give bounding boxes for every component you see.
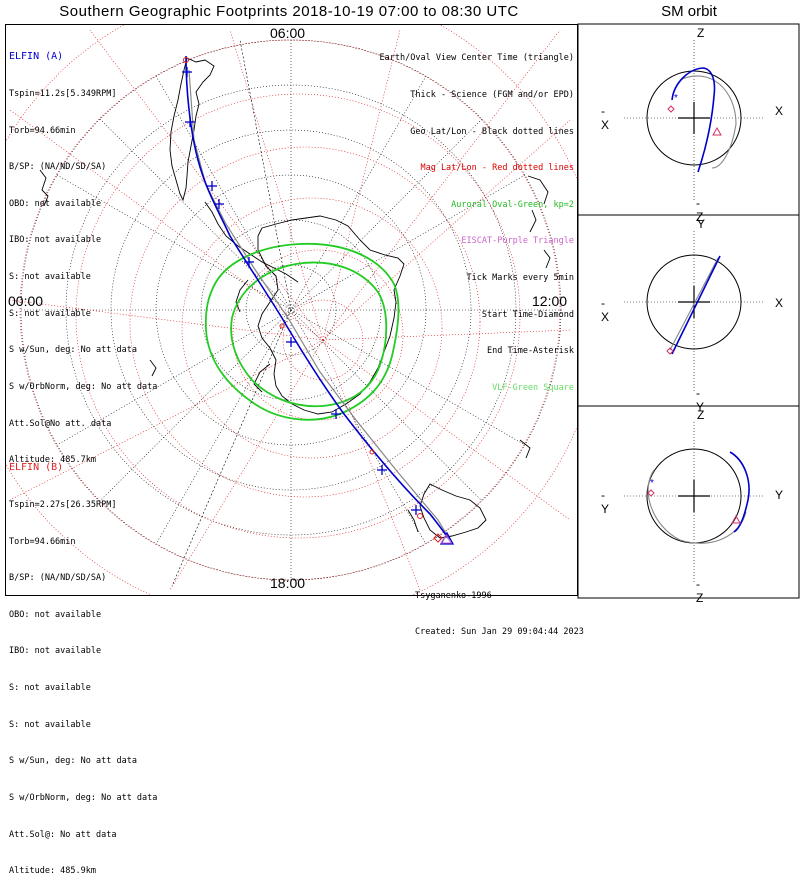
elfin-b-info: ELFIN (B) Tspin=2.27s[26.35RPM] Torb=94.… xyxy=(9,438,157,890)
legend-item: Earth/Oval View Center Time (triangle) xyxy=(379,53,574,64)
elfin-b-line: Tspin=2.27s[26.35RPM] xyxy=(9,500,117,511)
sm-panels xyxy=(577,23,800,599)
legend-item: Tick Marks every 5min xyxy=(466,273,574,284)
elfin-a-line: IBO: not available xyxy=(9,235,102,246)
legend: Earth/Oval View Center Time (triangle) T… xyxy=(380,28,574,406)
elfin-a-line: B/SP: (NA/ND/SD/SA) xyxy=(9,162,107,173)
elfin-b-line: S: not available xyxy=(9,683,91,694)
sm3-bottom-label: -Z xyxy=(696,577,704,605)
polar-map: * * xyxy=(6,23,800,599)
svg-text:*: * xyxy=(674,93,678,104)
legend-item: EISCAT-Purple Triangle xyxy=(461,236,574,247)
elfin-b-line: OBO: not available xyxy=(9,609,102,620)
sm2-bottom-label: -Y xyxy=(696,386,705,414)
elfin-b-line: Torb=94.66min xyxy=(9,536,76,547)
elfin-a-line: Altitude: 485.7km xyxy=(9,455,96,466)
elfin-a-line: S: not available xyxy=(9,308,91,319)
elfin-a-line: Att.Sol@No att. data xyxy=(9,418,112,429)
sm1-right-label: X xyxy=(775,104,784,118)
elfin-a-line: OBO: not available xyxy=(9,198,102,209)
legend-item: Thick - Science (FGM and/or EPD) xyxy=(410,90,574,101)
elfin-a-info: ELFIN (A) Tspin=11.2s[5.349RPM] Torb=94.… xyxy=(9,27,157,479)
sm-panel-yz: * xyxy=(624,422,764,582)
elfin-a-line: Tspin=11.2s[5.349RPM] xyxy=(9,89,117,100)
sm2-top-label: Y xyxy=(697,217,706,231)
sm2-right-label: X xyxy=(775,296,784,310)
elfin-b-line: S: not available xyxy=(9,719,91,730)
credit-model: Tsyganenko-1996 xyxy=(415,591,492,601)
sm3-left-label: -Y xyxy=(601,488,610,516)
elfin-b-line: S w/Sun, deg: No att data xyxy=(9,756,137,767)
coastlines xyxy=(39,57,551,539)
legend-item: Mag Lat/Lon - Red dotted lines xyxy=(420,163,574,174)
sm1-top-label: Z xyxy=(697,26,705,40)
time-label-top: 06:00 xyxy=(270,25,306,41)
elfin-a-line: S w/OrbNorm, deg: No att data xyxy=(9,381,158,392)
mag-grid xyxy=(6,25,577,595)
elfin-b-line: Altitude: 485.9km xyxy=(9,866,96,877)
sm1-left-label: -X xyxy=(601,104,610,132)
eiscat-triangle xyxy=(440,534,452,544)
elfin-a-line: S: not available xyxy=(9,272,91,283)
legend-item: Start Time-Diamond xyxy=(481,309,574,320)
sm3-right-label: Y xyxy=(775,488,784,502)
sm2-left-label: -X xyxy=(601,296,610,324)
auroral-oval xyxy=(204,242,400,421)
elfin-a-line: Torb=94.66min xyxy=(9,125,76,136)
elfin-b-orbit xyxy=(188,69,451,541)
legend-item: Geo Lat/Lon - Black dotted lines xyxy=(410,126,574,137)
elfin-b-line: B/SP: (NA/ND/SD/SA) xyxy=(9,573,107,584)
sm-panel-xz: * xyxy=(624,40,764,200)
elfin-b-name: ELFIN (B) xyxy=(9,462,64,474)
sm-orbit-title: SM orbit xyxy=(661,3,717,20)
elfin-b-markers xyxy=(183,57,423,519)
sm-panel-xy xyxy=(624,231,764,391)
elfin-b-line: IBO: not available xyxy=(9,646,102,657)
credit-created: Created: Sun Jan 29 09:04:44 2023 xyxy=(415,627,584,637)
meridian-lines xyxy=(171,39,292,587)
elfin-a-line: S w/Sun, deg: No att data xyxy=(9,345,137,356)
elfin-b-line: S w/OrbNorm, deg: No att data xyxy=(9,792,158,803)
elfin-a-name: ELFIN (A) xyxy=(9,51,64,63)
credit: Tsyganenko-1996 Created: Sun Jan 29 09:0… xyxy=(415,566,584,650)
time-label-bottom: 18:00 xyxy=(270,575,306,591)
page-title: Southern Geographic Footprints 2018-10-1… xyxy=(59,3,519,20)
legend-item: End Time-Asterisk xyxy=(487,346,574,357)
sm3-top-label: Z xyxy=(697,408,705,422)
start-diamond xyxy=(433,533,443,543)
sm1-bottom-label: -Z xyxy=(696,196,704,224)
time-label-left: 00:00 xyxy=(8,293,44,309)
svg-text:*: * xyxy=(650,478,654,489)
elfin-a-orbit xyxy=(185,55,449,539)
legend-item: VLF-Green Square xyxy=(492,382,574,393)
time-label-right: 12:00 xyxy=(532,293,568,309)
orbit-ticks xyxy=(182,67,421,515)
elfin-b-line: Att.Sol@: No att data xyxy=(9,829,117,840)
legend-item: Auroral Oval-Green, kp=2 xyxy=(451,199,574,210)
